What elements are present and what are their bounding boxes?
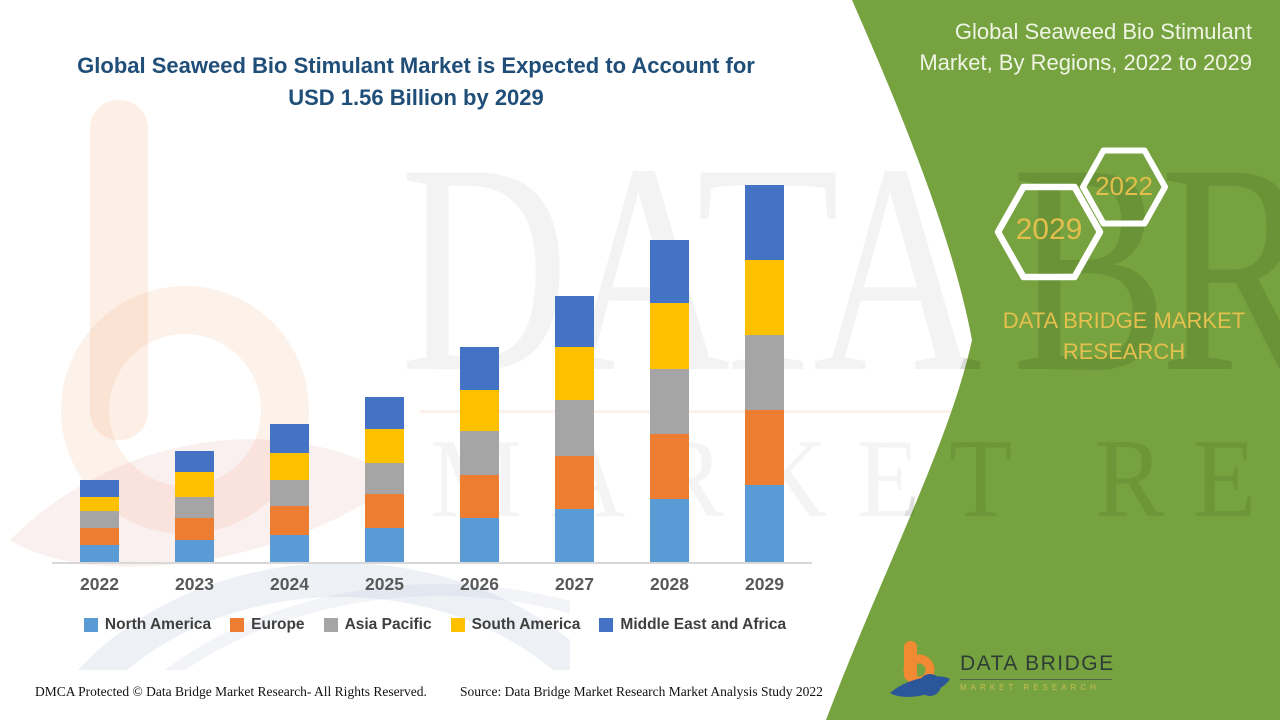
- segment-2026-south-america: [460, 390, 499, 432]
- x-axis-label-2022: 2022: [80, 574, 119, 594]
- bar-stack-2028: [650, 240, 689, 562]
- logo-text-block: DATA BRIDGE MARKET RESEARCH: [960, 652, 1115, 692]
- segment-2025-south-america: [365, 428, 404, 463]
- bar-2026: [432, 170, 527, 562]
- source-text: Source: Data Bridge Market Research Mark…: [460, 684, 823, 699]
- legend-swatch-icon: [599, 618, 614, 632]
- segment-2024-asia-pacific: [270, 479, 309, 507]
- x-axis-label-2024: 2024: [270, 574, 309, 594]
- segment-2027-north-america: [555, 508, 594, 562]
- legend-swatch-icon: [450, 618, 465, 632]
- legend-swatch-icon: [323, 618, 338, 632]
- bar-2022: [52, 170, 147, 562]
- legend-item-middle-east-and-africa: Middle East and Africa: [599, 616, 786, 634]
- segment-2022-south-america: [80, 496, 119, 512]
- x-axis-label-2028: 2028: [650, 574, 689, 594]
- segment-2023-north-america: [175, 540, 214, 562]
- legend-item-south-america: South America: [450, 616, 581, 634]
- segment-2029-south-america: [745, 259, 784, 335]
- bar-stack-2026: [460, 346, 499, 562]
- bar-stack-2024: [270, 424, 309, 562]
- segment-2028-europe: [650, 433, 689, 500]
- bar-stack-2027: [555, 295, 594, 562]
- segment-2025-north-america: [365, 528, 404, 562]
- segment-2026-middle-east-and-africa: [460, 346, 499, 391]
- data-bridge-logo-icon: [890, 641, 950, 697]
- logo-underline: [960, 679, 1112, 680]
- segment-2027-south-america: [555, 346, 594, 400]
- segment-2023-south-america: [175, 472, 214, 497]
- segment-2022-europe: [80, 528, 119, 546]
- segment-2023-europe: [175, 518, 214, 541]
- legend-label: Europe: [251, 616, 305, 633]
- data-bridge-logo: DATA BRIDGE MARKET RESEARCH: [888, 636, 1128, 708]
- bar-2025: [337, 170, 432, 562]
- x-axis-label-2026: 2026: [460, 574, 499, 594]
- segment-2029-middle-east-and-africa: [745, 184, 784, 260]
- x-axis-label-2025: 2025: [365, 574, 404, 594]
- segment-2029-asia-pacific: [745, 334, 784, 410]
- segment-2022-north-america: [80, 545, 119, 562]
- stacked-bar-chart: [52, 170, 812, 564]
- segment-2025-europe: [365, 494, 404, 529]
- chart-legend: North America Europe Asia Pacific South Ame…: [40, 616, 830, 634]
- segment-2024-south-america: [270, 453, 309, 480]
- legend-item-asia-pacific: Asia Pacific: [323, 616, 432, 634]
- bar-stack-2022: [80, 479, 119, 562]
- segment-2025-asia-pacific: [365, 462, 404, 495]
- legend-label: North America: [104, 616, 212, 633]
- legend-item-north-america: North America: [83, 616, 212, 634]
- x-axis-label-2023: 2023: [175, 574, 214, 594]
- segment-2029-europe: [745, 409, 784, 485]
- hexagon-year-2029: 2029: [1015, 213, 1083, 246]
- legend-label: Middle East and Africa: [620, 616, 787, 633]
- segment-2028-asia-pacific: [650, 368, 689, 434]
- segment-2022-middle-east-and-africa: [80, 479, 119, 497]
- bar-2024: [242, 170, 337, 562]
- segment-2027-europe: [555, 455, 594, 509]
- side-panel-title: Global Seaweed Bio Stimulant Market, By …: [919, 19, 1252, 76]
- segment-2026-europe: [460, 474, 499, 519]
- segment-2028-middle-east-and-africa: [650, 240, 689, 304]
- legend-swatch-icon: [230, 618, 245, 632]
- hexagon-year-2022: 2022: [1095, 171, 1153, 201]
- segment-2026-north-america: [460, 518, 499, 562]
- segment-2023-asia-pacific: [175, 496, 214, 519]
- segment-2027-asia-pacific: [555, 399, 594, 456]
- legend-label: Asia Pacific: [344, 616, 432, 633]
- panel-brand-text: DATA BRIDGE MARKET RESEARCH: [1002, 308, 1246, 364]
- segment-2027-middle-east-and-africa: [555, 295, 594, 347]
- page-title: Global Seaweed Bio Stimulant Market is E…: [77, 53, 755, 110]
- bar-2029: [717, 170, 812, 562]
- segment-2026-asia-pacific: [460, 431, 499, 475]
- segment-2024-north-america: [270, 535, 309, 562]
- segment-2024-europe: [270, 506, 309, 536]
- legend-item-europe: Europe: [230, 616, 305, 634]
- segment-2024-middle-east-and-africa: [270, 424, 309, 454]
- bar-2028: [622, 170, 717, 562]
- logo-name: DATA BRIDGE: [960, 652, 1115, 675]
- logo-subtext: MARKET RESEARCH: [960, 683, 1100, 692]
- bar-2023: [147, 170, 242, 562]
- x-axis-label-2027: 2027: [555, 574, 594, 594]
- dmca-copyright-text: DMCA Protected © Data Bridge Market Rese…: [35, 684, 427, 699]
- x-axis-label-2029: 2029: [745, 574, 784, 594]
- segment-2025-middle-east-and-africa: [365, 397, 404, 429]
- segment-2028-south-america: [650, 303, 689, 369]
- segment-2022-asia-pacific: [80, 511, 119, 529]
- legend-label: South America: [471, 616, 581, 633]
- bar-stack-2023: [175, 450, 214, 562]
- segment-2029-north-america: [745, 484, 784, 562]
- x-axis-labels: 2022 2023 2024 2025 2026 2027 2028 2029: [52, 574, 812, 595]
- bar-2027: [527, 170, 622, 562]
- bar-stack-2029: [745, 184, 784, 562]
- segment-2023-middle-east-and-africa: [175, 450, 214, 473]
- bar-stack-2025: [365, 397, 404, 562]
- legend-swatch-icon: [83, 618, 98, 632]
- segment-2028-north-america: [650, 499, 689, 562]
